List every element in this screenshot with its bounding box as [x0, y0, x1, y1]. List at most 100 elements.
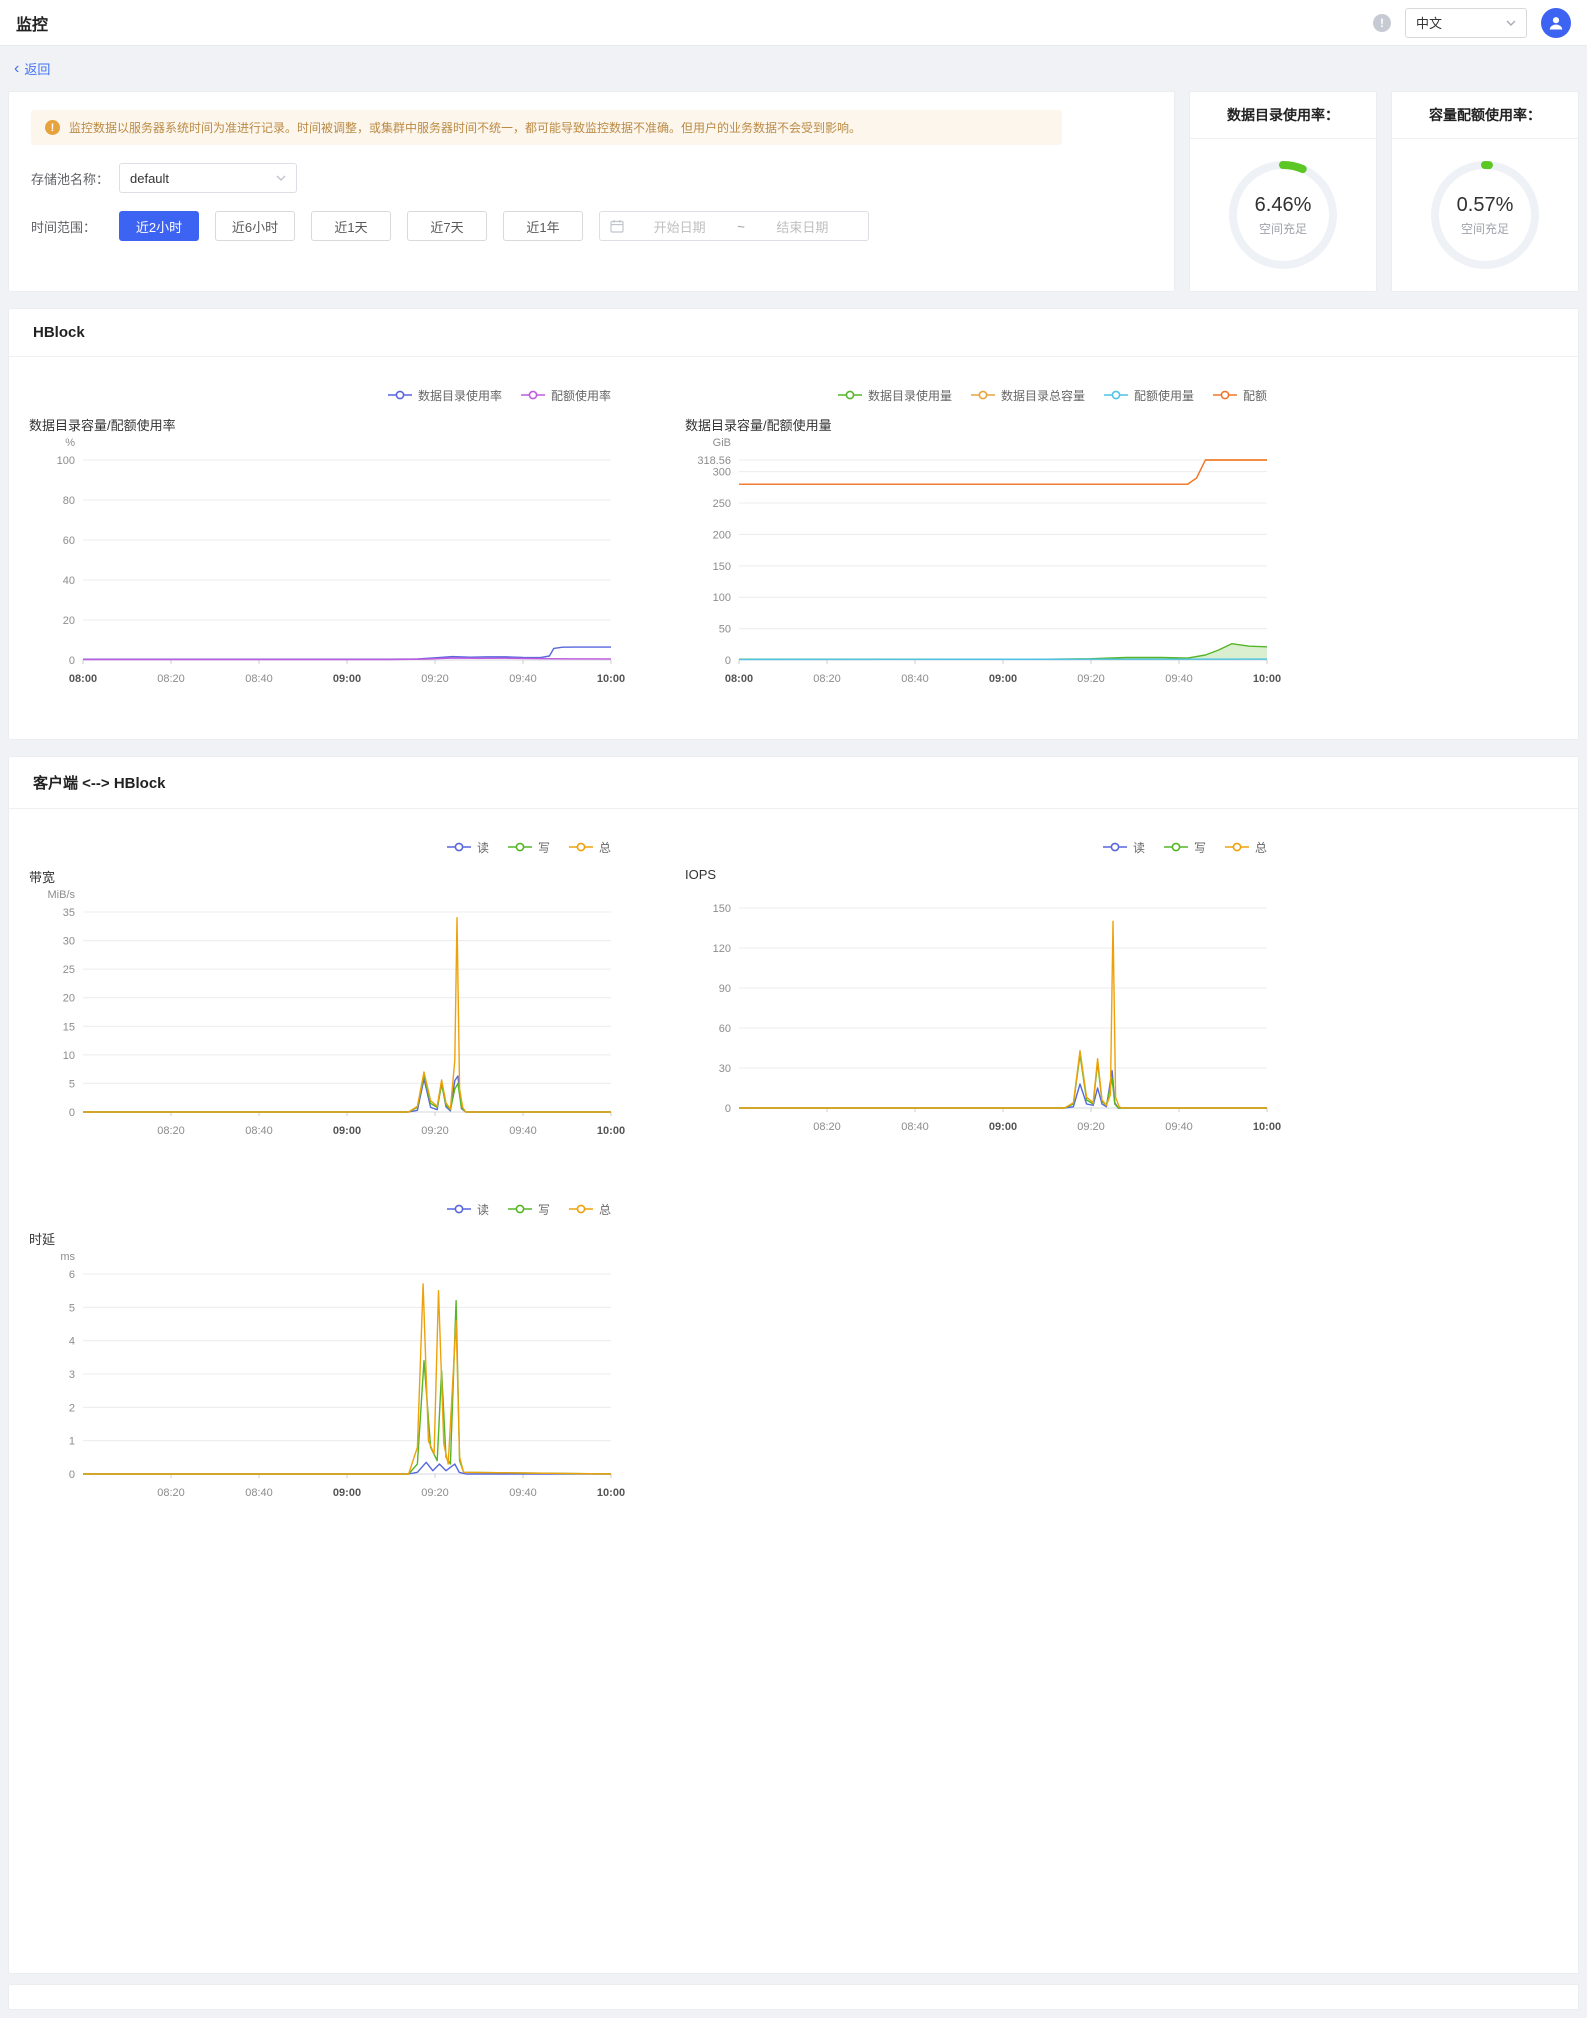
legend-label: 数据目录使用量 — [867, 388, 952, 403]
legend-series-icon — [1212, 390, 1237, 400]
pool-row: 存储池名称： default — [31, 163, 1152, 193]
svg-text:60: 60 — [719, 1023, 731, 1035]
user-avatar[interactable] — [1541, 7, 1571, 38]
time-range-button[interactable]: 近2小时 — [119, 211, 199, 241]
legend-item[interactable]: 读 — [446, 1201, 489, 1217]
svg-text:25: 25 — [63, 964, 75, 976]
gauge-title: 容量配额使用率： — [1392, 92, 1578, 139]
legend-item[interactable]: 数据目录使用率 — [387, 387, 502, 403]
time-range-label: 时间范围： — [31, 219, 97, 235]
svg-text:150: 150 — [713, 903, 731, 915]
chart-usage-rate: 数据目录使用率 配额使用率 数据目录容量/配额使用率 0 20 40 60 80 100% 0… — [25, 387, 625, 693]
legend-item[interactable]: 总 — [568, 1201, 611, 1217]
chevron-down-icon — [1506, 20, 1516, 26]
svg-text:09:00: 09:00 — [989, 673, 1017, 685]
svg-text:08:00: 08:00 — [69, 673, 97, 685]
svg-text:4: 4 — [69, 1336, 75, 1348]
legend-series-icon — [837, 390, 862, 400]
svg-text:08:40: 08:40 — [245, 1487, 273, 1499]
svg-text:08:40: 08:40 — [245, 1125, 273, 1137]
quota-usage-gauge: 0.57% 空间充足 — [1423, 153, 1547, 277]
svg-text:80: 80 — [63, 495, 75, 507]
legend-item[interactable]: 读 — [1102, 839, 1145, 855]
svg-text:09:20: 09:20 — [1077, 1121, 1105, 1133]
svg-text:09:00: 09:00 — [989, 1121, 1017, 1133]
chart-title: 时延 — [29, 1232, 56, 1247]
legend-item[interactable]: 配额使用量 — [1103, 387, 1194, 403]
info-icon[interactable]: ! — [1373, 13, 1391, 32]
gauge-ring-icon — [1229, 161, 1337, 269]
svg-text:300: 300 — [713, 467, 731, 479]
svg-text:90: 90 — [719, 983, 731, 995]
header-actions: ! 中文 — [1373, 7, 1571, 38]
date-end-placeholder: 结束日期 — [776, 219, 829, 235]
pool-select[interactable]: default — [119, 163, 297, 193]
svg-text:20: 20 — [63, 615, 75, 627]
top-header: 监控 ! 中文 — [0, 0, 1587, 46]
legend-series-icon — [568, 1204, 593, 1214]
date-range-picker[interactable]: 开始日期 ~ 结束日期 — [599, 211, 869, 241]
svg-text:318.56: 318.56 — [697, 455, 731, 467]
legend-item[interactable]: 读 — [446, 839, 489, 855]
legend-label: 数据目录总容量 — [1000, 388, 1085, 403]
svg-text:10:00: 10:00 — [597, 1487, 625, 1499]
legend-item[interactable]: 写 — [507, 1201, 550, 1217]
svg-text:0: 0 — [69, 1469, 75, 1481]
svg-text:2: 2 — [69, 1402, 75, 1414]
svg-text:08:20: 08:20 — [813, 673, 841, 685]
svg-text:100: 100 — [713, 592, 731, 604]
legend-label: 总 — [1254, 840, 1267, 855]
legend-item[interactable]: 数据目录总容量 — [970, 387, 1085, 403]
legend-label: 配额 — [1242, 388, 1267, 403]
section-title: 客户端 <--> HBlock — [9, 757, 1578, 809]
time-range-button[interactable]: 近6小时 — [215, 211, 295, 241]
legend-series-icon — [507, 1204, 532, 1214]
back-row: ‹ 返回 — [8, 46, 1579, 91]
legend-item[interactable]: 总 — [568, 839, 611, 855]
legend-series-icon — [970, 390, 995, 400]
svg-text:09:20: 09:20 — [421, 1487, 449, 1499]
gauge-ring-icon — [1431, 161, 1539, 269]
back-arrow-icon: ‹ — [14, 59, 20, 77]
legend-item[interactable]: 写 — [1163, 839, 1206, 855]
legend-series-icon — [507, 842, 532, 852]
svg-text:09:40: 09:40 — [509, 673, 537, 685]
chevron-down-icon — [276, 175, 286, 181]
legend-item[interactable]: 写 — [507, 839, 550, 855]
date-separator: ~ — [737, 218, 745, 234]
gauge-status: 空间充足 — [1258, 221, 1307, 236]
svg-text:10:00: 10:00 — [1253, 1121, 1281, 1133]
svg-text:08:40: 08:40 — [901, 673, 929, 685]
legend-series-icon — [446, 842, 471, 852]
legend-series-icon — [1163, 842, 1188, 852]
time-range-button[interactable]: 近1天 — [311, 211, 391, 241]
quota-usage-gauge-card: 容量配额使用率： 0.57% 空间充足 — [1391, 91, 1579, 292]
svg-text:GiB: GiB — [713, 437, 731, 449]
chart-plot: 0 5 10 15 20 25 30 35 MiB/s 08:20 08:40 09:00 09:20 0… — [25, 886, 626, 1145]
chart-plot: 0 50 100 150 200 250 300 318.56 GiB 08:00 08:20 08:… — [681, 434, 1281, 693]
svg-text:08:20: 08:20 — [157, 1125, 185, 1137]
legend-series-icon — [568, 842, 593, 852]
svg-text:10:00: 10:00 — [1253, 673, 1281, 685]
legend-item[interactable]: 数据目录使用量 — [837, 387, 952, 403]
section-title: HBlock — [9, 309, 1578, 357]
svg-text:08:20: 08:20 — [157, 673, 185, 685]
legend-label: 写 — [537, 1202, 550, 1217]
chart-plot: 0 20 40 60 80 100% 08:00 08:20 08:40 09:00 09:20 09… — [25, 434, 625, 693]
legend-item[interactable]: 配额 — [1212, 387, 1267, 403]
svg-text:0: 0 — [69, 1107, 75, 1119]
filter-card: ! 监控数据以服务器系统时间为准进行记录。时间被调整，或集群中服务器时间不统一，… — [8, 91, 1175, 292]
language-select[interactable]: 中文 — [1405, 7, 1527, 38]
time-range-button[interactable]: 近7天 — [407, 211, 487, 241]
chart-title: 数据目录容量/配额使用量 — [685, 418, 832, 433]
back-link[interactable]: ‹ 返回 — [14, 59, 50, 78]
chart-legend: 数据目录使用率 配额使用率 — [25, 387, 625, 403]
svg-text:6: 6 — [69, 1269, 75, 1281]
time-range-button[interactable]: 近1年 — [503, 211, 583, 241]
chart-usage-amount: 数据目录使用量 数据目录总容量 配额使用量 配额 数据目录容量/配额使用量 0 50 10… — [681, 387, 1281, 693]
legend-item[interactable]: 配额使用率 — [520, 387, 611, 403]
legend-item[interactable]: 总 — [1224, 839, 1267, 855]
svg-text:250: 250 — [713, 498, 731, 510]
content: ‹ 返回 ! 监控数据以服务器系统时间为准进行记录。时间被调整，或集群中服务器时… — [0, 46, 1587, 2018]
